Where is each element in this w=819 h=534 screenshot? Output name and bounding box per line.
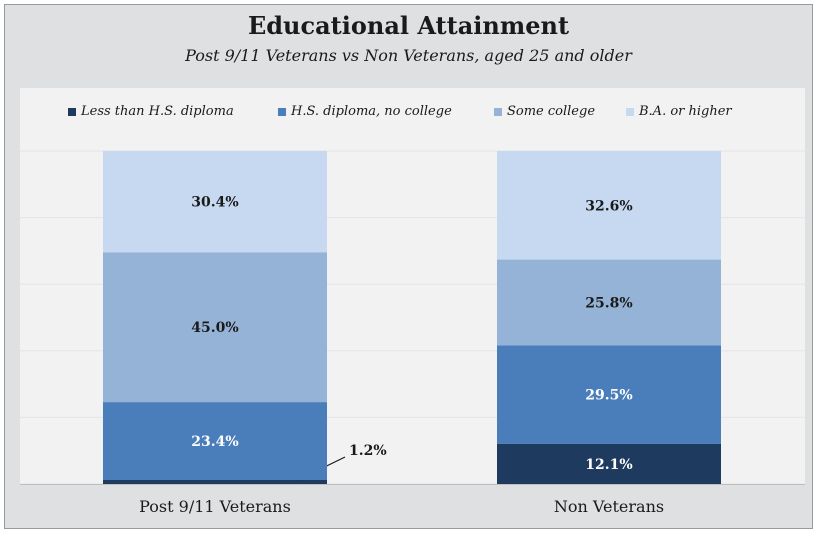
data-label: 30.4% <box>191 195 238 211</box>
bar-segment-1-2 <box>497 259 721 346</box>
bar-segment-1-1 <box>497 345 721 444</box>
bar-segment-1-0 <box>497 443 721 484</box>
data-label-callout: 1.2% <box>349 443 387 459</box>
data-label: 32.6% <box>585 198 632 214</box>
bar-segment-0-1 <box>103 402 327 481</box>
legend-label: Some college <box>507 104 596 119</box>
legend-swatch <box>68 107 76 116</box>
legend-item: H.S. diploma, no college <box>278 104 452 119</box>
legend-swatch <box>494 107 502 116</box>
legend-swatch <box>278 107 286 116</box>
chart-subtitle: Post 9/11 Veterans vs Non Veterans, aged… <box>185 46 632 65</box>
category-label: Non Veterans <box>554 497 664 516</box>
data-label: 23.4% <box>191 434 238 450</box>
data-label: 25.8% <box>585 296 632 312</box>
legend-label: H.S. diploma, no college <box>291 104 452 119</box>
category-label: Post 9/11 Veterans <box>139 497 291 516</box>
legend-item: Less than H.S. diploma <box>68 104 234 119</box>
data-label: 12.1% <box>585 457 632 473</box>
data-label: 45.0% <box>191 320 238 336</box>
legend-swatch <box>626 107 634 116</box>
legend-item: Some college <box>494 104 595 119</box>
chart-title: Educational Attainment <box>247 11 570 40</box>
bar-segment-1-3 <box>497 151 721 260</box>
legend: Less than H.S. diploma H.S. diploma, no c… <box>0 104 819 128</box>
data-label: 29.5% <box>585 388 632 404</box>
legend-item: B.A. or higher <box>626 104 732 119</box>
bar-segment-0-0 <box>103 480 327 484</box>
legend-label: B.A. or higher <box>639 104 732 119</box>
bar-segment-0-3 <box>103 151 327 253</box>
legend-label: Less than H.S. diploma <box>81 104 234 119</box>
bar-segment-0-2 <box>103 252 327 403</box>
